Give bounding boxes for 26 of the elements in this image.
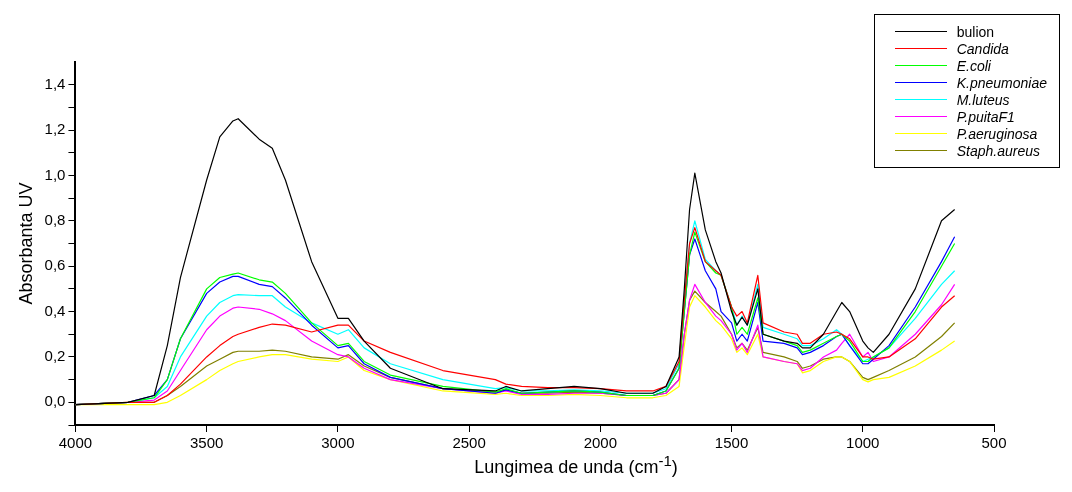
x-tick-label: 2000 <box>583 434 618 452</box>
x-tick-label: 1500 <box>714 434 749 452</box>
legend-label: M.luteus <box>956 91 1010 108</box>
y-tick-label: 1,0 <box>44 165 66 183</box>
y-tick-label: 0,0 <box>44 392 66 410</box>
legend-label: Staph.aureus <box>956 142 1040 159</box>
legend-label: bulion <box>956 23 995 40</box>
legend-label: K.pneumoniae <box>956 74 1047 91</box>
x-tick-label: 1000 <box>846 434 880 452</box>
x-tick-label: 500 <box>981 434 1007 452</box>
x-tick-label: 4000 <box>58 434 93 452</box>
x-axis-title: Lungimea de unda (cm$^{-1}$) <box>473 452 679 478</box>
y-tick-label: 0,6 <box>44 256 66 274</box>
y-tick-label: 1,4 <box>44 74 66 92</box>
x-tick-label: 3000 <box>321 434 355 452</box>
legend-label: P.puitaF1 <box>956 108 1015 125</box>
y-tick-label: 0,8 <box>44 210 66 228</box>
legend-label: Candida <box>956 40 1009 57</box>
legend-label: P.aeruginosa <box>956 125 1038 142</box>
legend-label: E.coli <box>956 57 991 74</box>
y-tick-label: 0,2 <box>44 347 66 365</box>
y-tick-label: 0,4 <box>44 301 66 319</box>
x-tick-label: 2500 <box>452 434 486 452</box>
x-tick-label: 3500 <box>189 434 224 452</box>
y-axis-title: Absorbanta UV <box>15 182 36 305</box>
y-tick-label: 1,2 <box>44 120 66 138</box>
